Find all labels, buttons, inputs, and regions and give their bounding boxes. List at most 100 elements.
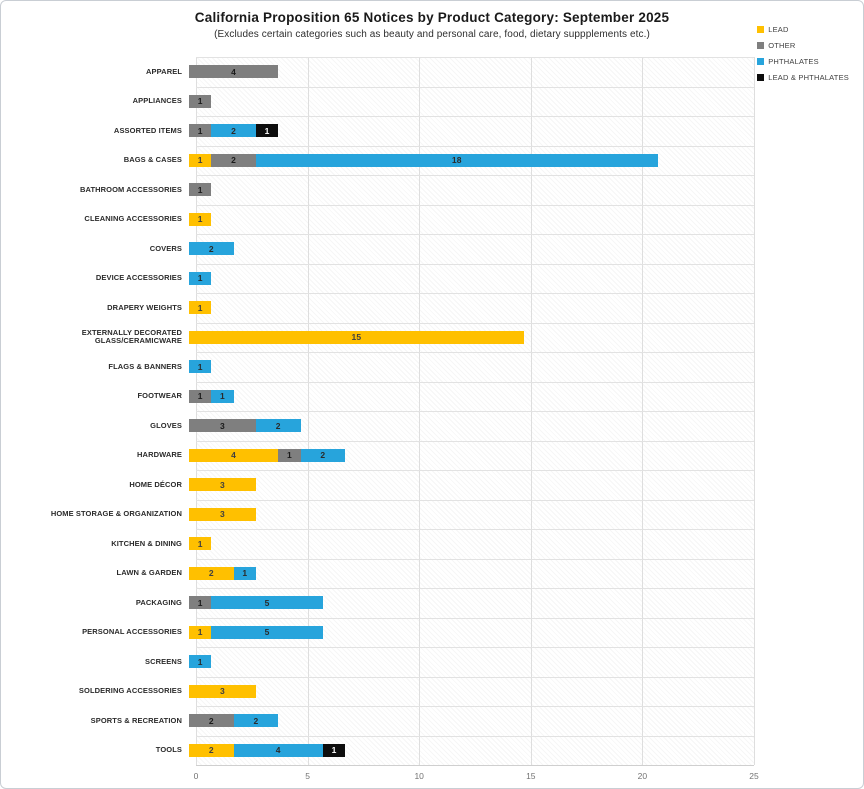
bar-track: 1 bbox=[189, 360, 212, 374]
category-row: HOME DÉCOR 3 bbox=[1, 470, 863, 500]
category-label: GLOVES bbox=[150, 420, 182, 430]
bar-value-label: 1 bbox=[197, 597, 203, 608]
plot-area bbox=[196, 57, 755, 766]
bar-value-label: 15 bbox=[351, 332, 362, 343]
bar-track: 1 bbox=[189, 271, 212, 285]
bar-track: 1 2 1 bbox=[189, 124, 279, 138]
category-row: PACKAGING 1 5 bbox=[1, 588, 863, 618]
bar-segment: 1 bbox=[189, 153, 212, 167]
bar-segment: 1 bbox=[189, 537, 212, 551]
bar-value-label: 18 bbox=[451, 155, 462, 166]
bar-track: 1 2 18 bbox=[189, 153, 658, 167]
category-label: APPAREL bbox=[146, 66, 182, 76]
x-axis: 0 5 10 15 20 25 bbox=[193, 771, 759, 785]
bar-track: 2 4 1 bbox=[189, 743, 346, 757]
category-row: APPLIANCES 1 bbox=[1, 87, 863, 117]
category-label: SOLDERING ACCESSORIES bbox=[78, 686, 182, 696]
bar-track: 3 bbox=[189, 507, 256, 521]
category-row: SCREENS 1 bbox=[1, 647, 863, 677]
bar-track: 3 bbox=[189, 478, 256, 492]
category-label: HOME STORAGE & ORGANIZATION bbox=[50, 509, 182, 519]
bar-value-label: 1 bbox=[197, 361, 203, 372]
category-row: FLAGS & BANNERS 1 bbox=[1, 352, 863, 382]
legend-item: LEAD bbox=[757, 25, 849, 34]
bar-track: 4 1 2 bbox=[189, 448, 346, 462]
category-row: SPORTS & RECREATION 2 2 bbox=[1, 706, 863, 736]
bar-value-label: 1 bbox=[220, 391, 225, 402]
legend-item: PHTHALATES bbox=[757, 57, 849, 66]
bar-value-label: 1 bbox=[197, 214, 203, 225]
bar-segment: 3 bbox=[189, 419, 256, 433]
bar-value-label: 1 bbox=[197, 155, 203, 166]
bar-value-label: 1 bbox=[197, 96, 203, 107]
horizontal-gridline bbox=[196, 588, 754, 589]
bar-value-label: 4 bbox=[231, 66, 237, 77]
category-label: KITCHEN & DINING bbox=[111, 538, 182, 548]
bar-value-label: 1 bbox=[197, 184, 203, 195]
bar-value-label: 1 bbox=[197, 273, 203, 284]
category-row: LAWN & GARDEN 2 1 bbox=[1, 559, 863, 589]
category-label: EXTERNALLY DECORATED GLASS/CERAMICWARE bbox=[81, 328, 182, 346]
bar-value-label: 1 bbox=[197, 302, 203, 313]
chart-rows: APPAREL 4 APPLIANCES 1 ASSORTED ITEMS 1 2 1 BAGS… bbox=[1, 57, 863, 766]
category-row: HOME STORAGE & ORGANIZATION 3 bbox=[1, 500, 863, 530]
x-axis-line bbox=[196, 765, 754, 766]
bar-segment: 3 bbox=[189, 478, 256, 492]
bar-value-label: 2 bbox=[208, 568, 214, 579]
horizontal-gridline bbox=[196, 57, 754, 58]
legend-label: LEAD bbox=[768, 25, 789, 34]
category-label: SPORTS & RECREATION bbox=[90, 715, 182, 725]
bar-track: 1 bbox=[189, 94, 212, 108]
x-axis-tick-label: 0 bbox=[193, 771, 199, 781]
bar-segment: 1 bbox=[189, 360, 212, 374]
category-label: FOOTWEAR bbox=[137, 391, 182, 401]
category-row: BATHROOM ACCESSORIES 1 bbox=[1, 175, 863, 205]
category-row: BAGS & CASES 1 2 18 bbox=[1, 146, 863, 176]
bar-value-label: 5 bbox=[264, 597, 270, 608]
chart-subtitle: (Excludes certain categories such as bea… bbox=[214, 29, 650, 40]
bar-segment: 4 bbox=[233, 743, 323, 757]
category-label: HARDWARE bbox=[137, 450, 182, 460]
bar-value-label: 1 bbox=[197, 656, 203, 667]
category-label: TOOLS bbox=[155, 745, 182, 755]
bar-segment: 2 bbox=[189, 743, 234, 757]
horizontal-gridline bbox=[196, 175, 754, 176]
category-row: DEVICE ACCESSORIES 1 bbox=[1, 264, 863, 294]
legend-label: LEAD & PHTHALATES bbox=[768, 73, 849, 82]
category-label: BATHROOM ACCESSORIES bbox=[79, 184, 182, 194]
bar-segment: 3 bbox=[189, 507, 256, 521]
legend-swatch-icon bbox=[757, 58, 765, 65]
bar-segment: 1 bbox=[189, 301, 212, 315]
bar-segment: 2 bbox=[300, 448, 346, 462]
category-row: TOOLS 2 4 1 bbox=[1, 736, 863, 766]
bar-track: 1 bbox=[189, 183, 212, 197]
legend-label: PHTHALATES bbox=[768, 57, 819, 66]
bar-track: 15 bbox=[189, 330, 524, 344]
bar-segment: 4 bbox=[189, 448, 279, 462]
x-axis-tick-label: 10 bbox=[414, 771, 424, 781]
category-label: COVERS bbox=[149, 243, 182, 253]
horizontal-gridline bbox=[196, 293, 754, 294]
bar-segment: 3 bbox=[189, 684, 256, 698]
bar-segment: 1 bbox=[189, 124, 212, 138]
bar-value-label: 1 bbox=[242, 568, 248, 579]
bar-value-label: 2 bbox=[320, 450, 326, 461]
horizontal-gridline bbox=[196, 647, 754, 648]
bar-value-label: 3 bbox=[220, 420, 225, 431]
category-row: SOLDERING ACCESSORIES 3 bbox=[1, 677, 863, 707]
bar-segment: 1 bbox=[189, 389, 212, 403]
bar-segment: 2 bbox=[189, 242, 234, 256]
category-row: EXTERNALLY DECORATED GLASS/CERAMICWARE 15 bbox=[1, 323, 863, 353]
legend: LEAD OTHER PHTHALATES LEAD & PHTHALATES bbox=[757, 25, 849, 89]
bar-segment: 1 bbox=[255, 124, 279, 138]
legend-swatch-icon bbox=[757, 26, 765, 33]
bar-value-label: 2 bbox=[208, 745, 214, 756]
bar-track: 4 bbox=[189, 65, 279, 79]
category-row: FOOTWEAR 1 1 bbox=[1, 382, 863, 412]
horizontal-gridline bbox=[196, 234, 754, 235]
bar-value-label: 4 bbox=[275, 745, 281, 756]
x-axis-tick-label: 5 bbox=[305, 771, 310, 781]
